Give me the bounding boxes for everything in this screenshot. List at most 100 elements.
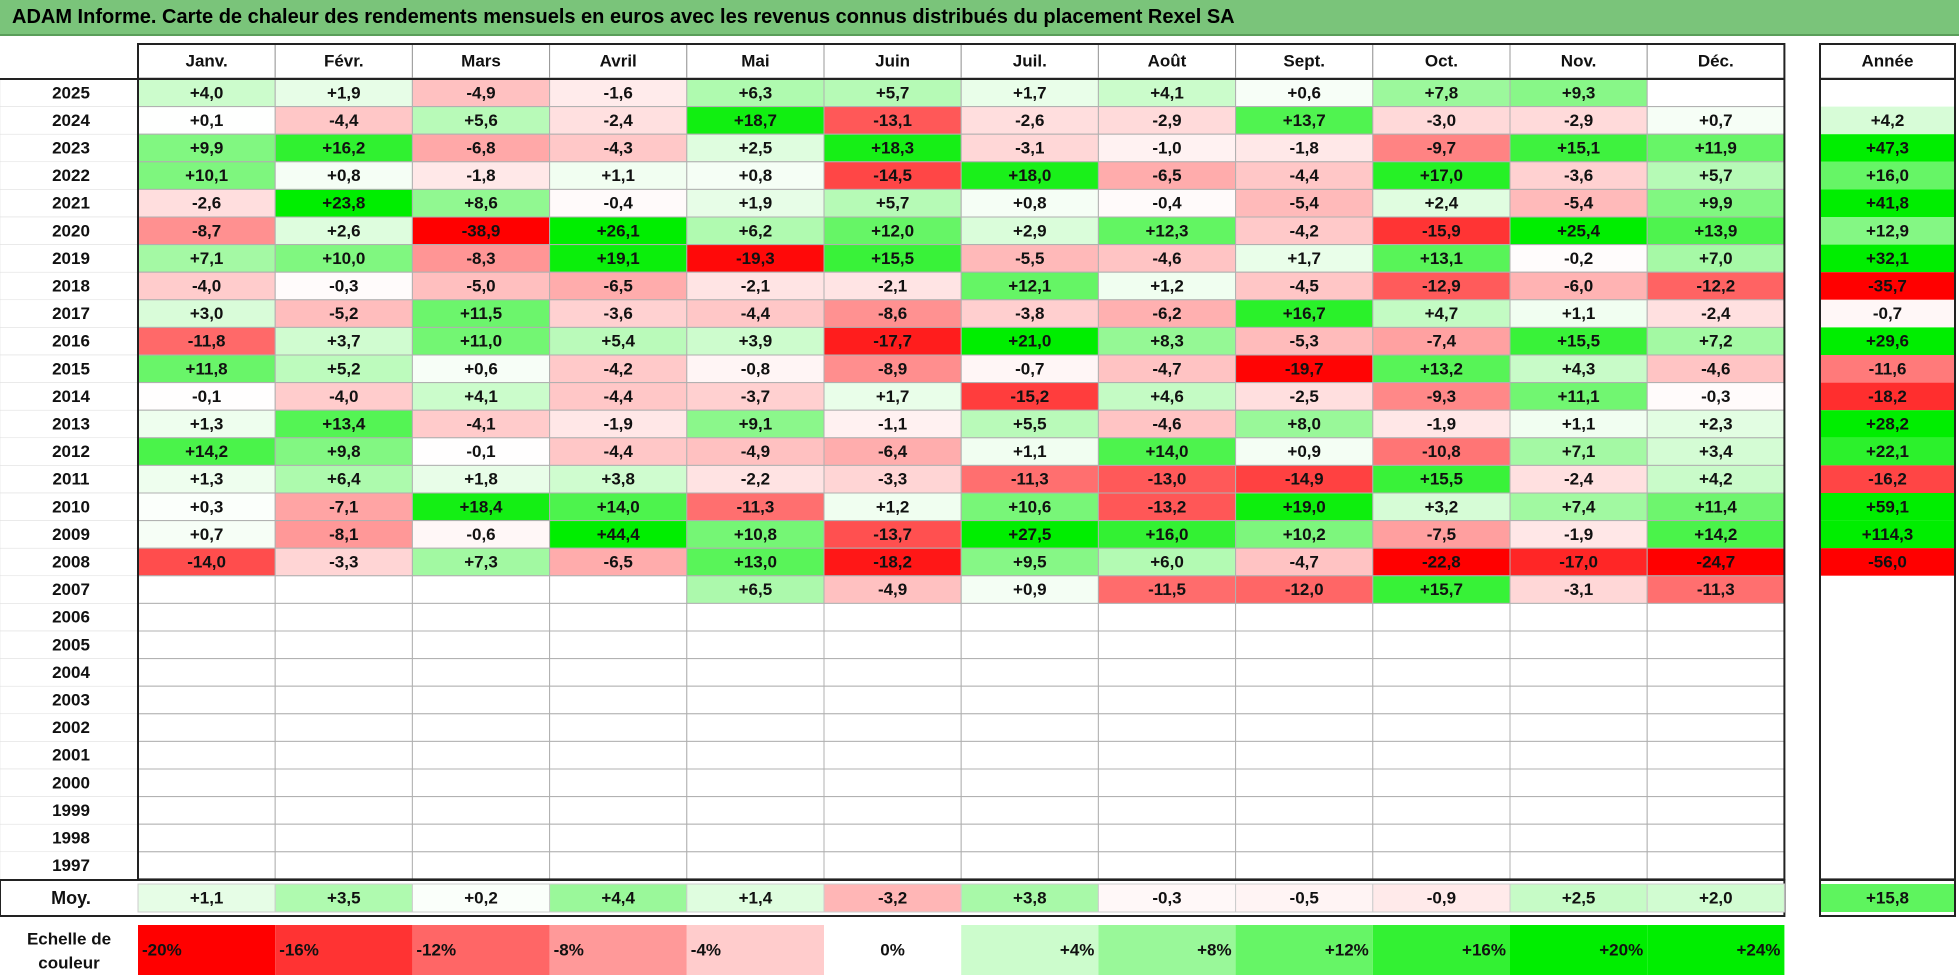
heatmap-cell xyxy=(1509,713,1648,742)
heatmap-cell-value: -6,5 xyxy=(1152,166,1181,185)
heatmap-cell xyxy=(1097,464,1237,494)
heatmap-cell-value: -14,0 xyxy=(187,553,226,572)
heatmap-cell xyxy=(274,796,413,825)
heatmap-cell xyxy=(1372,851,1511,880)
heatmap-cell-value: +15,1 xyxy=(1557,139,1600,158)
heatmap-cell xyxy=(1097,823,1237,853)
average-cell xyxy=(1097,883,1237,913)
year-label: 2023 xyxy=(52,139,90,158)
heatmap-cell-value: +12,3 xyxy=(1145,221,1188,240)
heatmap-cell xyxy=(823,382,962,411)
heatmap-cell-value: +3,9 xyxy=(739,332,773,351)
heatmap-cell xyxy=(823,823,962,853)
color-scale-step-label: +12% xyxy=(1325,941,1369,960)
heatmap-cell xyxy=(1509,437,1648,466)
annual-average-value: +15,8 xyxy=(1866,889,1909,908)
annual-cell xyxy=(1820,437,1955,466)
heatmap-cell xyxy=(960,244,1099,273)
heatmap-cell xyxy=(823,354,962,384)
heatmap-cell xyxy=(1509,740,1648,770)
heatmap-cell xyxy=(960,271,1099,301)
year-label: 2001 xyxy=(52,746,90,765)
heatmap-cell xyxy=(549,244,688,273)
heatmap-cell xyxy=(411,713,551,742)
heatmap-cell xyxy=(411,354,551,384)
heatmap-cell-value: +11,0 xyxy=(460,332,502,351)
heatmap-cell-value: +2,3 xyxy=(1699,415,1733,434)
year-label-cell xyxy=(0,547,139,577)
heatmap-cell-value: +10,2 xyxy=(1283,525,1326,544)
heatmap-cell xyxy=(549,630,688,660)
year-label: 2008 xyxy=(52,553,90,572)
average-cell-value: -0,5 xyxy=(1290,889,1319,908)
heatmap-cell-value: +9,3 xyxy=(1562,83,1596,102)
heatmap-cell-value: -13,7 xyxy=(873,525,912,544)
heatmap-cell xyxy=(1372,520,1511,549)
heatmap-cell-value: +3,8 xyxy=(601,470,635,489)
year-label-cell xyxy=(0,492,139,521)
heatmap-cell-value: -1,9 xyxy=(1564,525,1593,544)
heatmap-cell xyxy=(137,740,276,770)
heatmap-cell-value: -4,0 xyxy=(192,277,221,296)
heatmap-cell-value: -8,9 xyxy=(878,359,907,378)
annual-average-cell xyxy=(1821,884,1954,912)
heatmap-cell-value: -5,2 xyxy=(329,304,358,323)
heatmap-cell-value: -7,5 xyxy=(1427,525,1456,544)
heatmap-cell xyxy=(1097,382,1237,411)
heatmap-cell xyxy=(137,354,276,384)
heatmap-cell xyxy=(1372,464,1511,494)
heatmap-cell xyxy=(411,547,551,577)
heatmap-cell xyxy=(1509,326,1648,356)
color-scale-swatch xyxy=(1510,925,1648,975)
heatmap-cell xyxy=(960,326,1099,356)
heatmap-cell-value: +6,3 xyxy=(739,83,773,102)
color-scale-step-label: 0% xyxy=(880,941,905,960)
month-header-label: Oct. xyxy=(1425,52,1458,71)
heatmap-cell xyxy=(1235,492,1374,522)
heatmap-cell xyxy=(686,796,825,825)
heatmap-cell-value: +13,1 xyxy=(1420,249,1463,268)
heatmap-cell xyxy=(960,768,1099,798)
heatmap-cell xyxy=(1235,658,1374,687)
heatmap-cell-value: +16,0 xyxy=(1145,525,1188,544)
annual-cell xyxy=(1820,272,1955,300)
heatmap-cell-value: +1,3 xyxy=(190,470,224,489)
annual-cell xyxy=(1820,189,1955,217)
heatmap-cell-value: -11,3 xyxy=(1697,580,1735,599)
heatmap-cell xyxy=(1372,602,1511,632)
heatmap-cell xyxy=(137,796,276,825)
heatmap-cell xyxy=(274,685,413,715)
heatmap-cell-value: -8,6 xyxy=(878,304,907,323)
heatmap-cell xyxy=(1509,161,1648,190)
heatmap-cell xyxy=(686,823,825,853)
heatmap-cell-value: +7,4 xyxy=(1562,497,1596,516)
heatmap-cell xyxy=(137,768,276,798)
heatmap-cell xyxy=(1235,106,1374,135)
heatmap-cell xyxy=(137,326,276,356)
heatmap-cell xyxy=(686,520,825,549)
heatmap-cell-value: -6,0 xyxy=(1564,277,1593,296)
average-cell-value: +1,1 xyxy=(190,889,224,908)
heatmap-cell-value: +7,3 xyxy=(464,553,498,572)
heatmap-cell xyxy=(549,547,688,577)
color-scale-step-label: -12% xyxy=(416,941,456,960)
average-cell-value: +0,2 xyxy=(464,889,498,908)
heatmap-cell-value: +15,5 xyxy=(871,249,914,268)
heatmap-cell xyxy=(1646,851,1785,880)
heatmap-cell xyxy=(686,658,825,687)
heatmap-cell xyxy=(411,575,551,604)
heatmap-cell xyxy=(823,630,962,660)
heatmap-cell xyxy=(137,713,276,742)
heatmap-cell-value: -2,9 xyxy=(1152,111,1181,130)
heatmap-cell xyxy=(274,768,413,798)
heatmap-cell xyxy=(1372,382,1511,411)
heatmap-cell xyxy=(1646,78,1785,108)
heatmap-cell xyxy=(1372,547,1511,577)
heatmap-cell xyxy=(1235,823,1374,853)
heatmap-cell-value: -2,1 xyxy=(878,277,907,296)
heatmap-cell xyxy=(1097,161,1237,190)
heatmap-cell xyxy=(1097,326,1237,356)
heatmap-cell xyxy=(686,78,825,108)
year-label-cell xyxy=(0,327,139,356)
color-scale-step-label: -4% xyxy=(691,941,721,960)
